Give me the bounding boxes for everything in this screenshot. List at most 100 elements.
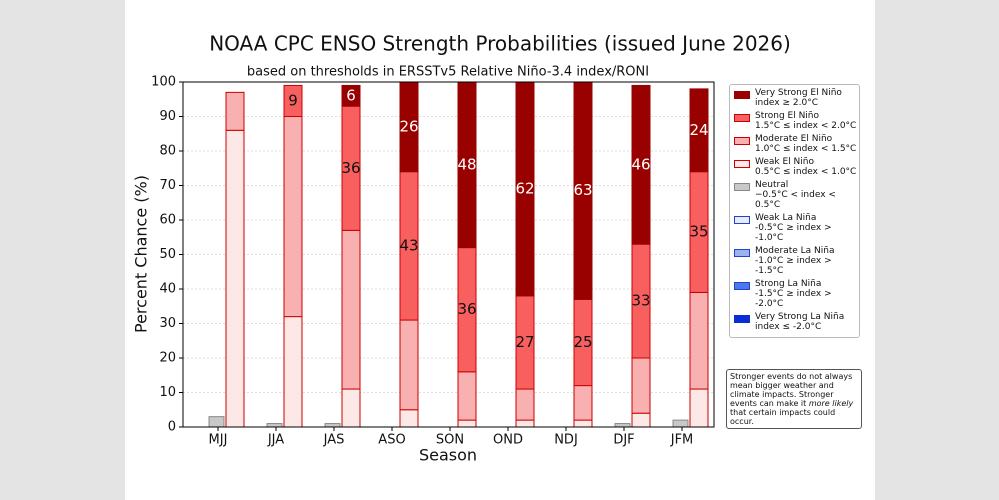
bar-segment — [399, 409, 419, 428]
legend-label: Moderate El Niño 1.0°C ≤ index < 1.5°C — [755, 134, 857, 154]
bar-segment — [341, 84, 361, 107]
bar-segment — [283, 316, 303, 428]
legend-item: Strong El Niño 1.5°C ≤ index < 2.0°C — [734, 111, 859, 131]
y-tick-label: 40 — [159, 282, 176, 297]
x-tick-label: DJF — [613, 433, 634, 448]
legend-item: Weak La Niña -0.5°C ≥ index > -1.0°C — [734, 213, 859, 243]
bar-segment — [573, 419, 593, 428]
value-label: 9 — [288, 91, 298, 109]
bar-segment — [283, 116, 303, 318]
bar-segment — [457, 419, 477, 428]
bar-segment — [631, 84, 651, 245]
y-tick-label: 50 — [159, 247, 176, 262]
bar-segment — [399, 319, 419, 411]
value-label: 43 — [399, 236, 418, 254]
bar-segment — [689, 88, 709, 173]
value-label: 36 — [457, 300, 476, 318]
bar-segment — [208, 416, 225, 428]
value-label: 33 — [631, 292, 650, 310]
value-label: 27 — [515, 333, 534, 351]
x-tick-label: MJJ — [209, 433, 228, 448]
x-tick-label: JJA — [267, 433, 284, 448]
legend: Very Strong El Niño index ≥ 2.0°C Strong … — [729, 84, 860, 338]
bar-segment — [631, 412, 651, 428]
bar-segment — [515, 388, 535, 421]
bar-segment — [631, 357, 651, 414]
chart-subtitle: based on thresholds in ERSSTv5 Relative … — [247, 65, 649, 80]
y-tick-label: 60 — [159, 213, 176, 228]
y-axis-label: Percent Chance (%) — [132, 175, 151, 333]
y-tick-label: 70 — [159, 178, 176, 193]
y-tick-label: 90 — [159, 109, 176, 124]
note-text: that certain impacts could occur. — [730, 408, 836, 426]
legend-label: Weak El Niño 0.5°C ≤ index < 1.0°C — [755, 157, 857, 177]
y-tick-label: 0 — [168, 420, 176, 435]
bar-segment — [266, 423, 283, 428]
value-label: 6 — [346, 86, 356, 104]
bar-segment — [672, 419, 689, 428]
x-tick-label: OND — [493, 433, 523, 448]
legend-item: Weak El Niño 0.5°C ≤ index < 1.0°C — [734, 157, 859, 177]
legend-item: Very Strong El Niño index ≥ 2.0°C — [734, 88, 859, 108]
note-text: Stronger events do not always mean bigge… — [730, 372, 853, 408]
y-tick-label: 80 — [159, 144, 176, 159]
bar-segment — [689, 388, 709, 428]
legend-label: Strong El Niño 1.5°C ≤ index < 2.0°C — [755, 111, 857, 131]
legend-item: Very Strong La Niña index ≤ -2.0°C — [734, 312, 859, 332]
bar-segment — [283, 84, 303, 117]
value-label: 36 — [341, 159, 360, 177]
legend-item: Moderate La Niña -1.0°C ≥ index > -1.5°C — [734, 246, 859, 276]
legend-swatch — [734, 315, 750, 323]
legend-swatch — [734, 249, 750, 257]
chart-title: NOAA CPC ENSO Strength Probabilities (is… — [209, 32, 791, 56]
x-tick-label: JAS — [323, 433, 345, 448]
legend-label: Weak La Niña -0.5°C ≥ index > -1.0°C — [755, 213, 832, 243]
legend-item: Strong La Niña -1.5°C ≥ index > -2.0°C — [734, 279, 859, 309]
legend-swatch — [734, 91, 750, 99]
value-label: 35 — [689, 223, 708, 241]
x-tick-label: NDJ — [554, 433, 578, 448]
bar-segment — [225, 91, 245, 131]
legend-label: Neutral −0.5°C < index < 0.5°C — [755, 180, 836, 210]
legend-label: Very Strong El Niño index ≥ 2.0°C — [755, 88, 842, 108]
x-tick-label: SON — [436, 433, 464, 448]
y-tick-label: 20 — [159, 351, 176, 366]
bar-segment — [457, 371, 477, 421]
legend-swatch — [734, 282, 750, 290]
x-tick-label: ASO — [378, 433, 405, 448]
value-label: 25 — [573, 333, 592, 351]
bar-segment — [614, 423, 631, 428]
plot-frame — [182, 81, 715, 428]
bar-segment — [573, 385, 593, 421]
y-tick-label: 10 — [159, 385, 176, 400]
legend-label: Strong La Niña -1.5°C ≥ index > -2.0°C — [755, 279, 832, 309]
value-label: 62 — [515, 179, 534, 197]
note-emphasis: more likely — [808, 399, 854, 408]
note-box: Stronger events do not always mean bigge… — [726, 369, 862, 429]
legend-swatch — [734, 216, 750, 224]
value-label: 24 — [689, 121, 708, 139]
value-label: 48 — [457, 155, 476, 173]
legend-swatch — [734, 137, 750, 145]
legend-swatch — [734, 114, 750, 122]
bar-segment — [324, 423, 341, 428]
bar-segment — [689, 291, 709, 390]
bar-segment — [225, 129, 245, 428]
y-tick-label: 100 — [151, 75, 176, 90]
bar-segment — [515, 419, 535, 428]
legend-swatch — [734, 160, 750, 168]
bar-segment — [341, 388, 361, 428]
legend-swatch — [734, 183, 750, 191]
bar-segment — [341, 229, 361, 390]
y-tick-label: 30 — [159, 316, 176, 331]
value-label: 46 — [631, 155, 650, 173]
legend-item: Neutral −0.5°C < index < 0.5°C — [734, 180, 859, 210]
value-label: 26 — [399, 117, 418, 135]
legend-label: Very Strong La Niña index ≤ -2.0°C — [755, 312, 845, 332]
value-label: 63 — [573, 181, 592, 199]
x-axis-label: Season — [419, 446, 477, 465]
legend-item: Moderate El Niño 1.0°C ≤ index < 1.5°C — [734, 134, 859, 154]
x-tick-label: JFM — [670, 433, 694, 448]
